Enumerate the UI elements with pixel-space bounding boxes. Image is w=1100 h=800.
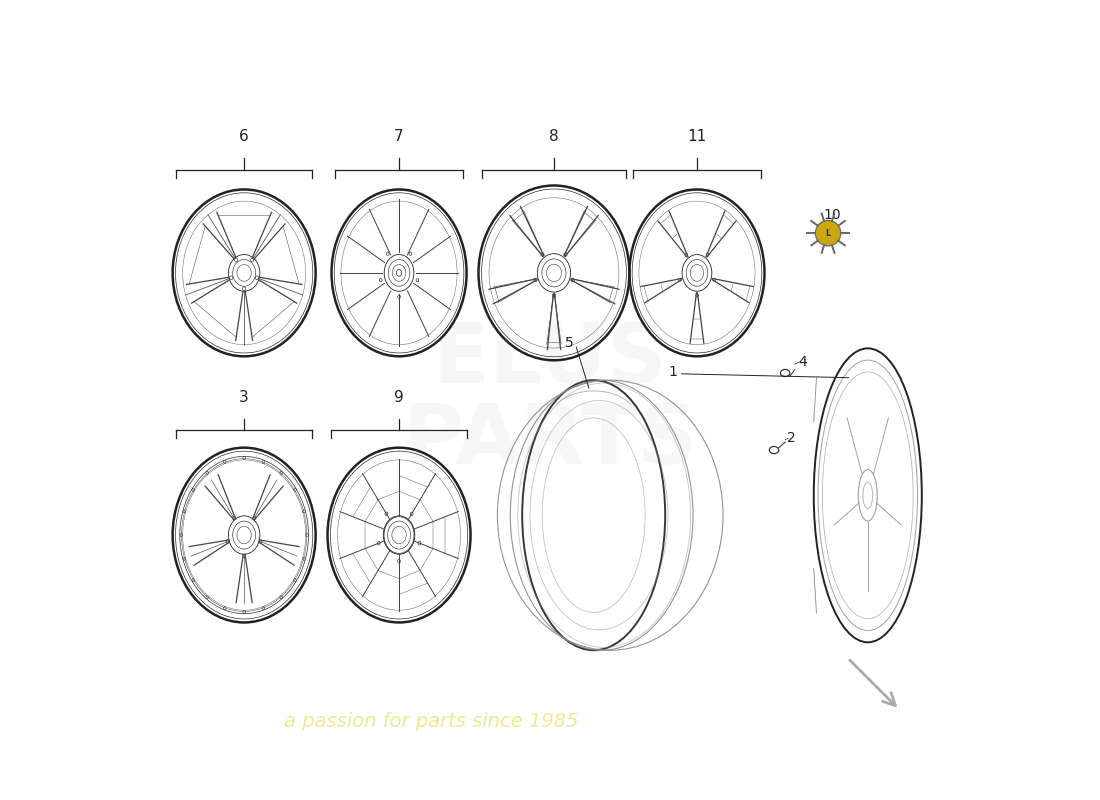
Ellipse shape (815, 221, 840, 246)
Text: 5: 5 (565, 336, 574, 350)
Text: 9: 9 (394, 390, 404, 405)
Text: 10: 10 (823, 208, 840, 222)
Text: 11: 11 (688, 129, 706, 144)
Text: 6: 6 (240, 129, 249, 144)
Text: ELUS
PARTS: ELUS PARTS (403, 319, 697, 481)
Text: L: L (825, 229, 830, 238)
Text: 4: 4 (798, 355, 806, 369)
Text: 8: 8 (549, 129, 559, 144)
Text: a passion for parts since 1985: a passion for parts since 1985 (284, 712, 579, 731)
Text: 3: 3 (240, 390, 249, 405)
Text: 1: 1 (668, 365, 678, 379)
Text: 7: 7 (394, 129, 404, 144)
Text: 2: 2 (786, 431, 795, 445)
